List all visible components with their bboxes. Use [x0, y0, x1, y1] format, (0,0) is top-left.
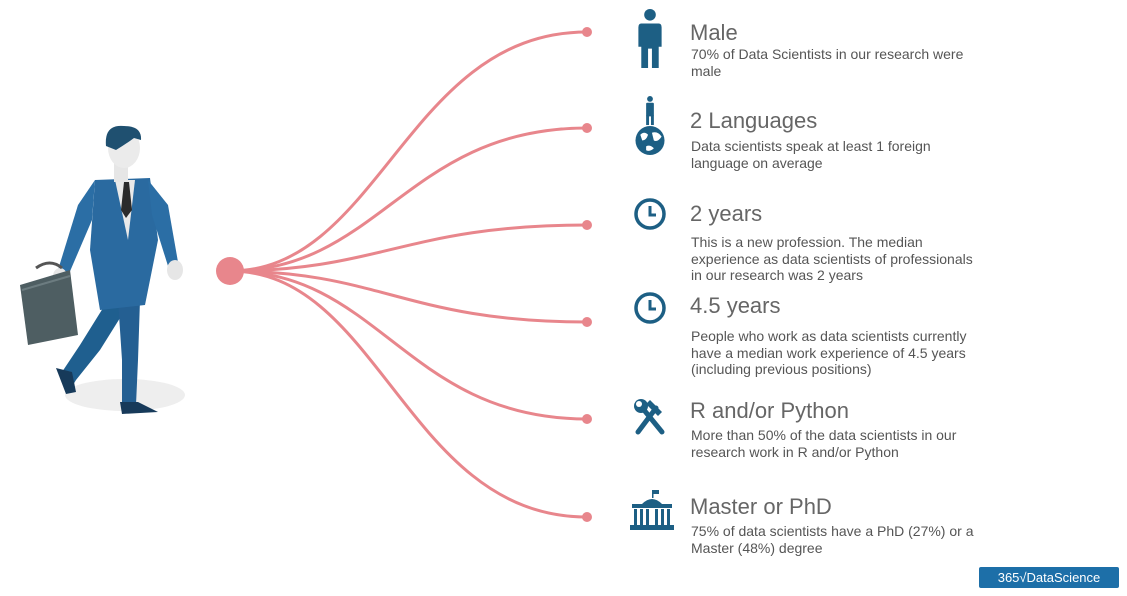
fact-title: 2 Languages	[690, 108, 818, 133]
fact-description: Data scientists speak at least 1 foreign…	[691, 138, 931, 171]
hammer-wrench-icon	[634, 399, 665, 435]
brand-logo: 365√DataScience	[979, 567, 1119, 588]
connector-curve	[229, 223, 588, 273]
fact-title: 4.5 years	[690, 293, 781, 318]
connector-curve	[229, 269, 588, 421]
fact-title: Male	[690, 20, 738, 45]
connector-end-dot	[582, 220, 592, 230]
clock-icon	[634, 198, 666, 230]
fact-description: People who work as data scientists curre…	[691, 328, 967, 377]
fact-description: 70% of Data Scientists in our research w…	[691, 46, 964, 79]
hub-dot	[216, 257, 244, 285]
connector-curve	[229, 30, 588, 273]
clock-icon	[634, 292, 666, 324]
male-person-icon	[638, 8, 662, 68]
fact-title: Master or PhD	[690, 494, 832, 519]
fact-title: R and/or Python	[690, 398, 849, 423]
connector-curve	[229, 269, 588, 519]
connector-curve	[229, 269, 588, 324]
university-building-icon	[630, 490, 674, 530]
connector-end-dot	[582, 512, 592, 522]
connector-end-dot	[582, 317, 592, 327]
businessman-illustration	[20, 125, 183, 414]
fact-description: This is a new profession. The median exp…	[691, 234, 973, 283]
fact-description: 75% of data scientists have a PhD (27%) …	[691, 523, 974, 556]
connector-end-dot	[582, 27, 592, 37]
connector-lines	[229, 27, 592, 522]
connector-end-dot	[582, 414, 592, 424]
connector-curve	[229, 126, 588, 273]
person-on-globe-icon	[635, 96, 665, 156]
fact-title: 2 years	[690, 201, 763, 226]
connector-end-dot	[582, 123, 592, 133]
fact-description: More than 50% of the data scientists in …	[691, 427, 957, 460]
